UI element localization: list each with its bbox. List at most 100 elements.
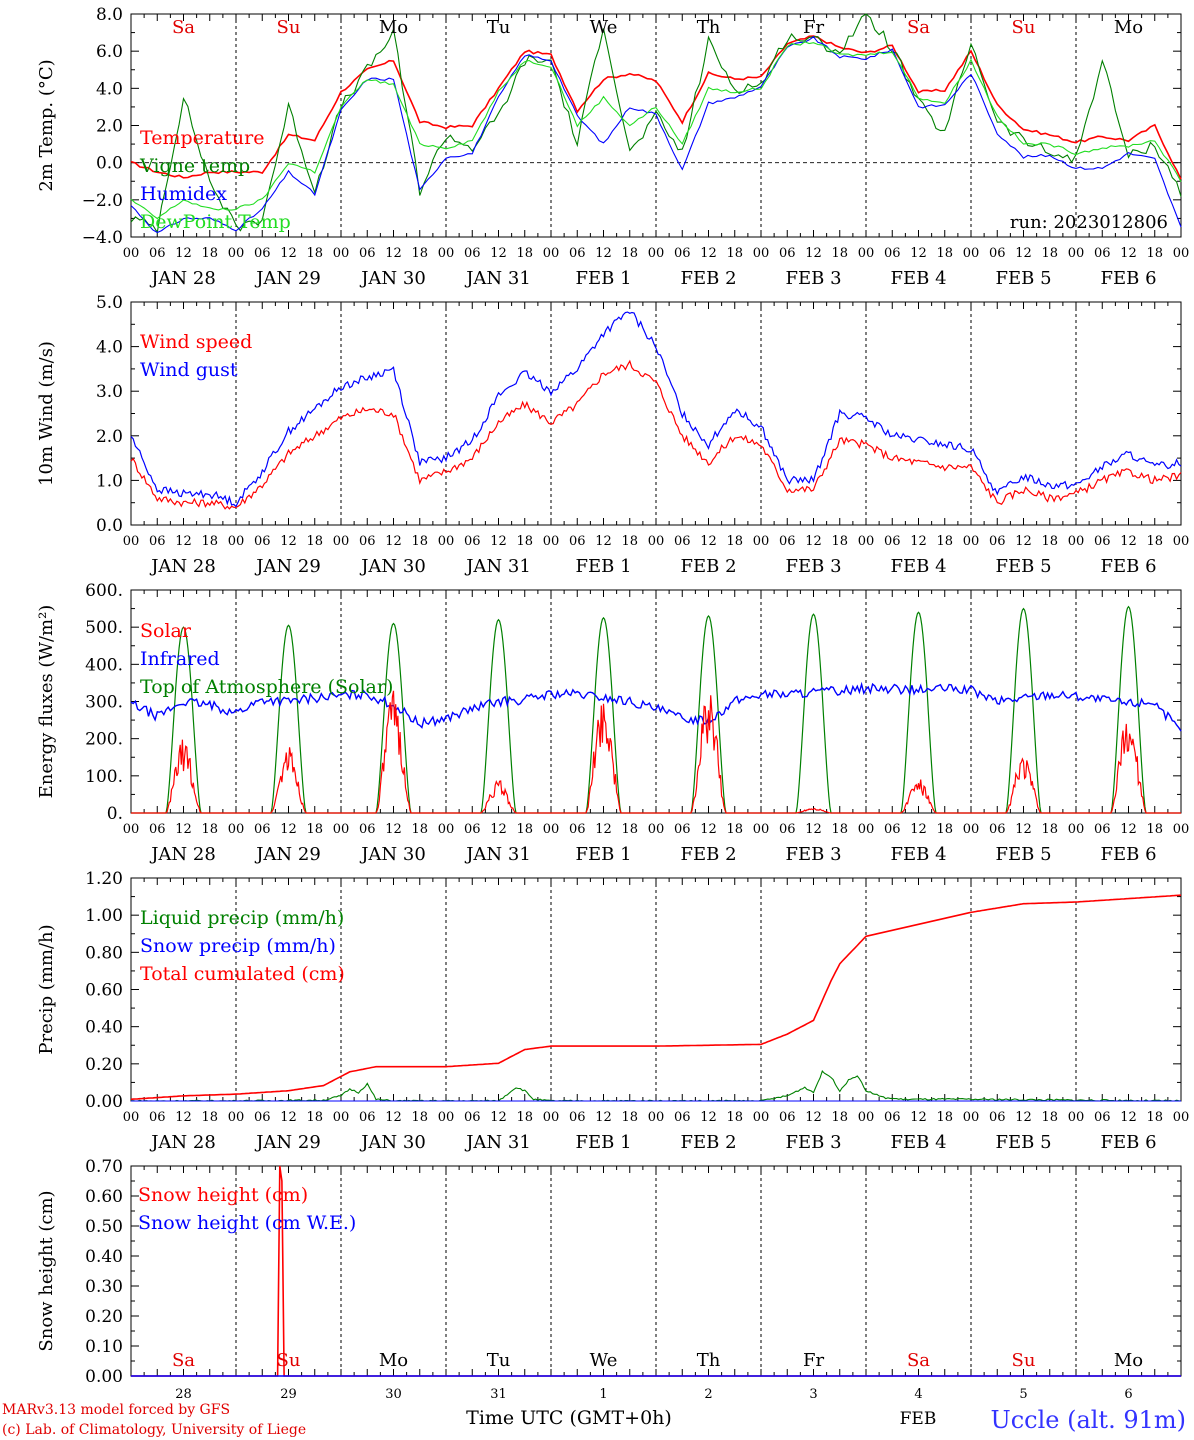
day-number-label: 6 (1124, 1387, 1132, 1402)
date-label: FEB 1 (575, 268, 631, 289)
date-label: JAN 30 (359, 844, 426, 865)
credit-line-1: MARv3.13 model forced by GFS (2, 1402, 230, 1418)
hour-label: 06 (149, 1110, 166, 1125)
y-tick-label: −2.0 (82, 191, 123, 211)
hour-label: 18 (1041, 822, 1058, 837)
hour-label: 06 (779, 1110, 796, 1125)
day-name-label: We (590, 17, 618, 38)
hour-label: 18 (726, 534, 743, 549)
hour-label: 00 (543, 1110, 560, 1125)
date-label: FEB 6 (1100, 1132, 1156, 1153)
hour-label: 00 (1173, 1110, 1190, 1125)
y-tick-label: 300. (85, 693, 123, 713)
panel-2 (130, 301, 1182, 526)
y-tick-label: 0.0 (96, 516, 123, 536)
hour-label: 06 (254, 534, 271, 549)
hour-label: 18 (621, 534, 638, 549)
hour-label: 18 (201, 246, 218, 261)
y-tick-label: 0.60 (85, 1187, 123, 1207)
day-number-label: 29 (280, 1387, 297, 1402)
day-number-label: 31 (490, 1387, 507, 1402)
day-name-label: Su (277, 1350, 301, 1371)
date-label: FEB 3 (785, 844, 841, 865)
date-label: FEB 2 (680, 268, 736, 289)
hour-label: 06 (1094, 246, 1111, 261)
y-tick-label: 8.0 (96, 5, 123, 25)
hour-label: 12 (175, 822, 192, 837)
series-dewpoint-temp-line (130, 41, 1182, 220)
plot-frame (130, 589, 1182, 814)
day-number-label: 2 (704, 1387, 712, 1402)
day-number-label: 28 (175, 1387, 192, 1402)
date-label: FEB 1 (575, 1132, 631, 1153)
day-number-label: 4 (914, 1387, 922, 1402)
hour-label: 12 (700, 1110, 717, 1125)
series-total-cumulated-cm-line (130, 894, 1182, 1101)
hour-label: 18 (1041, 246, 1058, 261)
hour-label: 00 (123, 822, 140, 837)
hour-label: 06 (779, 534, 796, 549)
hour-label: 00 (228, 822, 245, 837)
hour-label: 00 (963, 246, 980, 261)
date-label: JAN 29 (254, 268, 321, 289)
day-name-label: Tu (487, 17, 511, 38)
run-label: run: 2023012806 (1010, 212, 1168, 233)
hour-label: 12 (490, 534, 507, 549)
hour-label: 12 (805, 1110, 822, 1125)
series-vigne-temp-line (130, 13, 1182, 235)
hour-label: 18 (411, 822, 428, 837)
hour-label: 06 (149, 822, 166, 837)
legend-entry: DewPoint Temp (140, 211, 291, 233)
hour-label: 06 (674, 822, 691, 837)
hour-label: 06 (989, 534, 1006, 549)
date-label: FEB 4 (890, 268, 946, 289)
hour-label: 18 (306, 1110, 323, 1125)
credit-line-2: (c) Lab. of Climatology, University of L… (2, 1422, 306, 1438)
day-number-label: 5 (1019, 1387, 1027, 1402)
hour-label: 00 (858, 1110, 875, 1125)
y-tick-label: 0.20 (85, 1055, 123, 1075)
y-axis-label: 10m Wind (m/s) (36, 341, 57, 486)
hour-label: 12 (805, 822, 822, 837)
legend-entry: Humidex (140, 183, 227, 205)
hour-label: 00 (963, 534, 980, 549)
legend-entry: Total cumulated (cm) (140, 963, 345, 985)
hour-label: 18 (306, 822, 323, 837)
hour-label: 18 (411, 246, 428, 261)
hour-label: 12 (490, 246, 507, 261)
hour-label: 18 (1146, 1110, 1163, 1125)
hour-label: 06 (254, 822, 271, 837)
legend-entry: Vigne temp (139, 155, 250, 177)
hour-label: 06 (1094, 1110, 1111, 1125)
day-name-label: Mo (1114, 17, 1143, 38)
hour-label: 00 (228, 246, 245, 261)
x-axis-label: Time UTC (GMT+0h) (466, 1407, 672, 1429)
y-tick-label: 5.0 (96, 293, 123, 313)
hour-label: 06 (569, 1110, 586, 1125)
hour-label: 12 (910, 822, 927, 837)
day-name-label: Mo (1114, 1350, 1143, 1371)
hour-label: 18 (1041, 1110, 1058, 1125)
y-tick-label: 0.0 (96, 154, 123, 174)
y-axis-label: 2m Temp. (°C) (36, 59, 57, 191)
panel-3 (130, 589, 1182, 814)
hour-label: 18 (1041, 534, 1058, 549)
hour-label: 06 (464, 534, 481, 549)
hour-label: 06 (254, 1110, 271, 1125)
legend-entry: Wind speed (140, 331, 252, 353)
hour-label: 06 (989, 246, 1006, 261)
legend-entry: Top of Atmosphere (Solar) (140, 676, 393, 698)
hour-label: 12 (595, 246, 612, 261)
hour-label: 00 (648, 1110, 665, 1125)
date-label: FEB 5 (995, 844, 1051, 865)
legend-entry: Wind gust (140, 359, 238, 381)
hour-label: 12 (700, 822, 717, 837)
y-tick-label: 0.40 (85, 1247, 123, 1267)
date-label: FEB 3 (785, 268, 841, 289)
hour-label: 18 (516, 246, 533, 261)
hour-label: 00 (333, 822, 350, 837)
hour-label: 12 (385, 246, 402, 261)
y-tick-label: 100. (85, 767, 123, 787)
hour-label: 12 (595, 822, 612, 837)
